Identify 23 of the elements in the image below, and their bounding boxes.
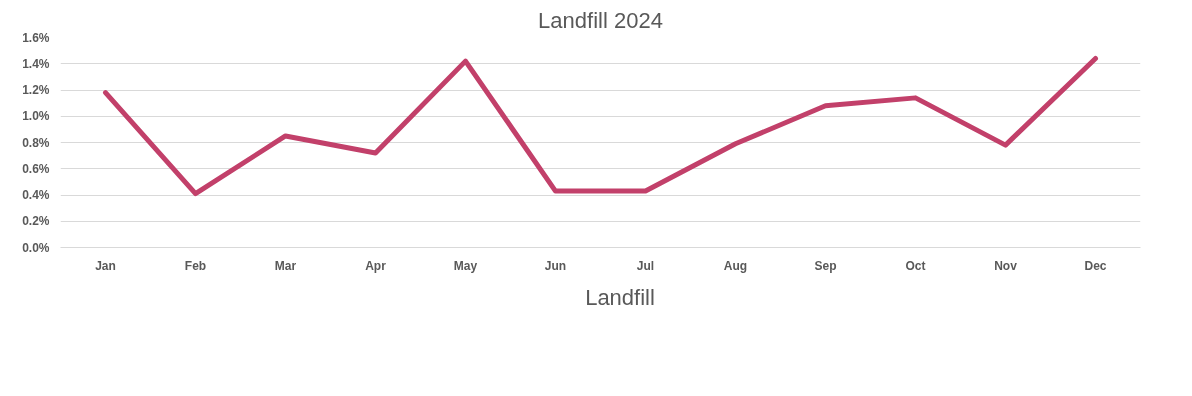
y-tick-label: 0.0%	[22, 240, 50, 255]
x-tick-label: Oct	[905, 258, 926, 273]
x-tick-label: Jan	[95, 258, 116, 273]
y-tick-label: 0.4%	[22, 188, 50, 202]
y-tick-label: 1.2%	[22, 83, 50, 97]
x-tick-label: Dec	[1084, 258, 1107, 273]
y-tick-label: 0.6%	[22, 161, 50, 176]
text: Landfill	[585, 284, 655, 311]
x-tick-label: Sep	[814, 258, 837, 273]
chart-title: Landfill 2024	[538, 7, 663, 33]
x-tick-label: Mar	[274, 258, 297, 273]
y-tick-label: 0.2%	[22, 214, 50, 229]
x-tick-label: Apr	[365, 258, 387, 273]
y-tick-label: 0.8%	[22, 135, 50, 150]
x-tick-label: Nov	[994, 258, 1018, 273]
x-tick-label: Jul	[636, 258, 655, 273]
x-tick-label: Aug	[723, 258, 748, 273]
x-tick-label: Feb	[184, 258, 207, 273]
y-tick-label: 1.4%	[22, 56, 50, 71]
y-tick-label: 1.0%	[22, 109, 50, 124]
y-tick-label: 1.6%	[22, 30, 50, 45]
x-tick-label: Jun	[544, 258, 567, 273]
x-tick-label: May	[453, 258, 478, 273]
